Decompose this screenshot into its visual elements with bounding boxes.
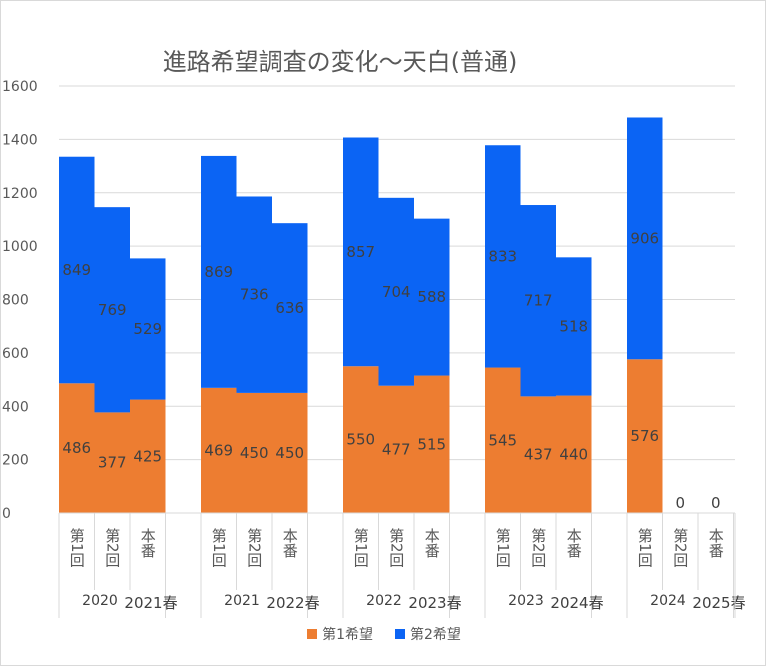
season-label: 2023春 — [408, 594, 461, 612]
bar-series-2 — [130, 258, 166, 400]
legend-item-series-1: 第1希望 — [307, 624, 373, 644]
data-label: 736 — [240, 286, 269, 304]
data-label: 529 — [133, 320, 162, 338]
data-label: 857 — [346, 243, 375, 261]
y-tick-label: 1600 — [2, 79, 38, 95]
category-label: 第1回 — [494, 527, 512, 568]
year-label: 2024 — [650, 593, 686, 609]
data-label: 717 — [524, 292, 553, 310]
bar-series-1 — [59, 383, 95, 513]
data-label: 576 — [630, 427, 659, 445]
bar-series-2 — [272, 223, 308, 393]
data-label: 518 — [559, 317, 588, 335]
data-label: 636 — [275, 299, 304, 317]
bar-series-2 — [485, 145, 521, 368]
bar-series-1 — [272, 392, 308, 513]
bar-series-2 — [627, 117, 663, 360]
bar-series-1 — [130, 399, 166, 513]
data-label: 486 — [62, 439, 91, 457]
bar-series-2 — [343, 137, 379, 367]
y-tick-label: 0 — [2, 506, 11, 522]
y-tick-label: 600 — [2, 346, 29, 362]
year-label: 2021 — [224, 593, 260, 609]
category-label: 第2回 — [671, 527, 689, 568]
bar-series-2 — [556, 257, 592, 396]
bar-series-1 — [520, 396, 556, 513]
data-label: 906 — [630, 229, 659, 247]
bar-series-1 — [378, 385, 414, 513]
y-tick-label: 400 — [2, 399, 29, 415]
season-label: 2022春 — [266, 594, 319, 612]
y-tick-label: 1200 — [2, 186, 38, 202]
data-label: 0 — [711, 494, 721, 512]
y-tick-label: 800 — [2, 293, 29, 309]
data-label: 704 — [382, 283, 411, 301]
year-label: 2020 — [82, 593, 118, 609]
bar-series-2 — [520, 205, 556, 397]
bar-series-2 — [378, 197, 414, 386]
bar-series-1 — [236, 392, 272, 513]
category-label: 本番 — [565, 528, 583, 558]
legend: 第1希望 第2希望 — [0, 624, 768, 644]
data-label: 377 — [98, 454, 127, 472]
legend-swatch-series-2 — [395, 629, 405, 639]
data-label: 849 — [62, 261, 91, 279]
category-label: 第1回 — [210, 527, 228, 568]
legend-label-series-2: 第2希望 — [410, 627, 461, 643]
category-label: 第1回 — [636, 527, 654, 568]
bar-series-2 — [236, 196, 272, 393]
category-label: 本番 — [423, 528, 441, 558]
bar-series-2 — [414, 218, 450, 376]
category-label: 本番 — [707, 528, 725, 558]
data-label: 425 — [133, 447, 162, 465]
y-tick-label: 1000 — [2, 239, 38, 255]
bar-series-1 — [485, 367, 521, 513]
bar-series-1 — [201, 387, 237, 513]
category-label: 本番 — [139, 528, 157, 558]
data-label: 477 — [382, 440, 411, 458]
chart-title: 進路希望調査の変化〜天白(普通) — [162, 48, 518, 76]
year-label: 2023 — [508, 593, 544, 609]
category-label: 第1回 — [68, 527, 86, 568]
season-label: 2025春 — [692, 594, 745, 612]
legend-label-series-1: 第1希望 — [322, 627, 373, 643]
bar-series-2 — [94, 207, 130, 413]
y-tick-label: 200 — [2, 453, 29, 469]
category-label: 第1回 — [352, 527, 370, 568]
year-label: 2022 — [366, 593, 402, 609]
data-label: 550 — [346, 431, 375, 449]
data-label: 588 — [417, 288, 446, 306]
data-label: 833 — [488, 247, 517, 265]
data-label: 450 — [240, 444, 269, 462]
bar-series-1 — [414, 375, 450, 513]
bar-series-1 — [627, 359, 663, 513]
data-label: 869 — [204, 263, 233, 281]
data-label: 469 — [204, 441, 233, 459]
bar-series-1 — [556, 395, 592, 513]
category-label: 第2回 — [387, 527, 405, 568]
data-label: 437 — [524, 446, 553, 464]
category-label: 第2回 — [245, 527, 263, 568]
data-label: 769 — [98, 301, 127, 319]
legend-item-series-2: 第2希望 — [395, 624, 461, 644]
data-label: 450 — [275, 444, 304, 462]
category-label: 第2回 — [103, 527, 121, 568]
category-label: 第2回 — [529, 527, 547, 568]
legend-swatch-series-1 — [307, 629, 318, 639]
data-label: 0 — [675, 494, 685, 512]
data-label: 545 — [488, 431, 517, 449]
season-label: 2021春 — [124, 594, 177, 612]
bar-series-1 — [94, 412, 130, 513]
y-tick-label: 1400 — [2, 132, 38, 148]
bar-series-2 — [201, 155, 237, 388]
season-label: 2024春 — [550, 594, 603, 612]
data-label: 515 — [417, 435, 446, 453]
data-label: 440 — [559, 445, 588, 463]
bar-series-2 — [59, 156, 95, 384]
category-label: 本番 — [281, 528, 299, 558]
bar-series-1 — [343, 366, 379, 513]
